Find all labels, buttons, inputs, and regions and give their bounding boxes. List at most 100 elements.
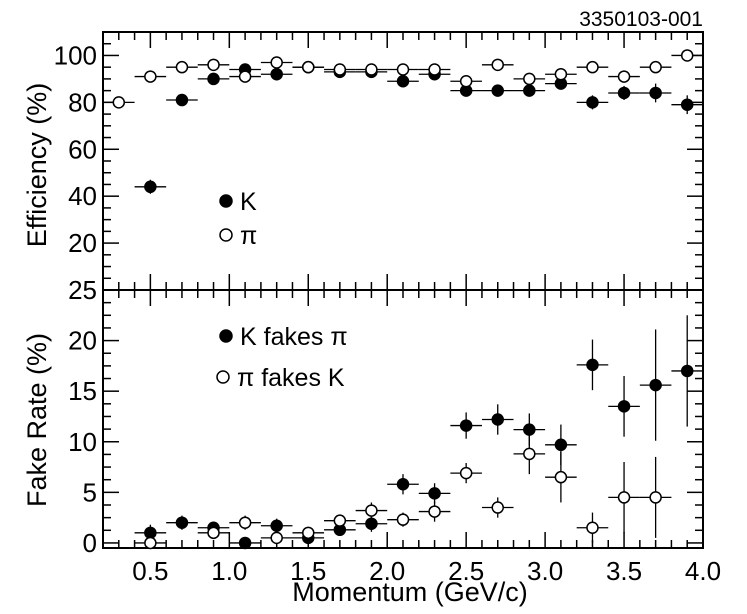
efficiency-point-open — [229, 70, 261, 83]
efficiency-y-ticks: 20 40 60 80 100 — [54, 31, 703, 291]
efficiency-point-open — [450, 75, 482, 88]
data-marker — [586, 60, 599, 74]
fake-rate-legend: K fakes π π fakes K — [216, 323, 348, 392]
efficiency-point-open — [639, 60, 672, 74]
y-tick-label: 5 — [83, 477, 97, 507]
data-marker — [586, 521, 599, 535]
data-marker — [680, 98, 694, 111]
fake-rate-point-filled — [166, 515, 198, 530]
efficiency-point-open — [260, 56, 293, 69]
y-tick-label: 10 — [68, 427, 97, 457]
legend-marker-k — [219, 194, 233, 208]
efficiency-point-open — [292, 60, 325, 74]
data-marker — [207, 72, 220, 86]
figure-id: 3350103-001 — [579, 8, 703, 31]
data-marker — [144, 526, 157, 540]
fake-rate-point-open — [513, 433, 546, 475]
data-marker — [144, 536, 157, 550]
fake-rate-point-filled — [671, 315, 703, 427]
fake-rate-point-filled — [481, 404, 514, 435]
efficiency-point-filled — [197, 72, 230, 86]
data-marker — [175, 60, 189, 74]
fake-rate-point-open — [545, 451, 577, 503]
fake-rate-point-open — [481, 497, 514, 518]
y-tick-label: 15 — [68, 376, 97, 406]
fake-rate-data — [134, 315, 703, 550]
data-marker — [523, 447, 536, 461]
efficiency-point-filled — [608, 85, 640, 101]
data-marker — [459, 466, 473, 480]
x-tick-label: 3.5 — [606, 556, 642, 586]
data-marker — [617, 400, 631, 413]
data-marker — [491, 84, 504, 97]
x-tick-label: 1.5 — [290, 556, 326, 586]
data-marker — [302, 526, 315, 540]
fake-rate-point-filled — [639, 329, 672, 441]
fake-rate-point-filled — [229, 536, 261, 550]
y-tick-label: 100 — [54, 40, 97, 70]
fake-rate-point-filled — [324, 523, 356, 537]
data-marker — [270, 531, 283, 545]
data-marker — [396, 478, 410, 491]
efficiency-point-open — [197, 58, 230, 72]
fake-rate-point-filled — [418, 483, 451, 504]
fake-rate-x-ticks: 0.5 1.0 1.5 2.0 2.5 3.0 3.5 4.0 — [102, 290, 721, 586]
data-marker — [144, 180, 157, 194]
fake-rate-point-open — [387, 512, 419, 527]
y-tick-label: 0 — [83, 528, 97, 558]
data-marker — [617, 70, 631, 83]
efficiency-panel: 20 40 60 80 100 Efficiency (%) K π — [22, 31, 704, 291]
data-marker — [459, 419, 473, 432]
x-tick-label: 2.5 — [448, 556, 484, 586]
fake-rate-plot-frame — [102, 289, 704, 549]
fake-rate-point-filled — [387, 474, 419, 495]
fake-rate-point-open — [418, 501, 451, 522]
efficiency-point-filled — [166, 93, 198, 107]
efficiency-y-axis-label: Efficiency (%) — [22, 83, 52, 248]
y-tick-label: 20 — [68, 326, 97, 356]
efficiency-point-filled — [134, 179, 167, 194]
data-marker — [523, 84, 536, 97]
data-marker — [365, 517, 378, 530]
fake-rate-point-filled — [450, 412, 482, 439]
efficiency-point-open — [481, 58, 514, 72]
data-marker — [238, 70, 252, 83]
fake-rate-point-open — [355, 502, 388, 519]
legend-label-pi-fakes-k: π fakes K — [237, 364, 345, 392]
data-marker — [428, 487, 441, 500]
legend-label-k: K — [240, 188, 257, 216]
data-marker — [680, 364, 694, 378]
efficiency-point-open — [166, 60, 198, 74]
data-marker — [491, 413, 504, 426]
fake-rate-point-open — [260, 531, 293, 545]
data-marker — [649, 378, 662, 392]
x-tick-label: 2.0 — [369, 556, 405, 586]
data-marker — [649, 86, 662, 100]
fake-rate-point-open — [576, 512, 609, 543]
fake-rate-point-filled — [576, 339, 609, 391]
efficiency-point-open — [576, 60, 609, 74]
data-marker — [554, 438, 568, 452]
data-marker — [459, 75, 473, 88]
y-tick-label: 25 — [68, 275, 97, 305]
data-marker — [365, 63, 378, 76]
y-tick-label: 40 — [68, 181, 97, 211]
data-marker — [491, 58, 504, 72]
legend-marker-pi-fakes-k — [216, 370, 230, 384]
data-marker — [365, 504, 378, 517]
legend-marker-k-fakes-pi — [219, 329, 233, 343]
fake-rate-y-ticks: 0 5 10 15 20 25 — [68, 275, 703, 558]
data-marker — [428, 505, 441, 518]
x-tick-label: 1.0 — [211, 556, 247, 586]
data-marker — [175, 93, 189, 107]
data-marker — [270, 67, 283, 81]
efficiency-point-filled — [387, 75, 419, 88]
efficiency-point-open — [324, 63, 356, 76]
efficiency-point-open — [671, 49, 703, 62]
efficiency-point-open — [545, 67, 577, 81]
data-marker — [396, 63, 410, 76]
data-marker — [302, 60, 315, 74]
fake-rate-point-open — [229, 515, 261, 530]
efficiency-point-filled — [513, 84, 546, 97]
